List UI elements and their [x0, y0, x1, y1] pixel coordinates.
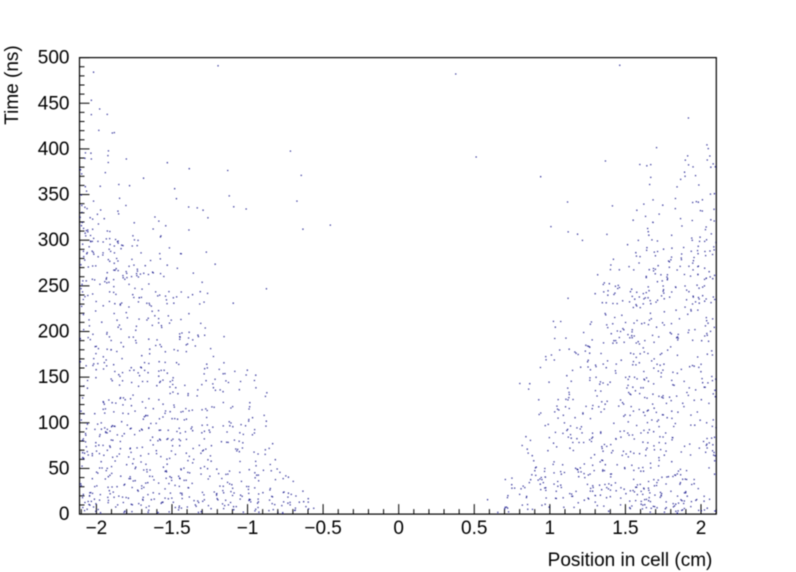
svg-text:350: 350	[38, 185, 70, 206]
svg-text:1: 1	[545, 518, 556, 539]
svg-text:−2: −2	[86, 518, 108, 539]
svg-text:300: 300	[38, 230, 70, 251]
svg-text:0: 0	[59, 504, 70, 525]
svg-text:50: 50	[48, 458, 69, 479]
svg-text:250: 250	[38, 276, 70, 297]
svg-text:150: 150	[38, 367, 70, 388]
svg-text:200: 200	[38, 322, 70, 343]
svg-text:500: 500	[38, 48, 70, 69]
svg-text:Position in cell (cm): Position in cell (cm)	[548, 550, 713, 571]
svg-text:−1: −1	[237, 518, 259, 539]
svg-text:−1.5: −1.5	[153, 518, 191, 539]
svg-text:Time (ns): Time (ns)	[2, 45, 23, 125]
svg-text:2: 2	[696, 518, 707, 539]
svg-text:0: 0	[393, 518, 404, 539]
svg-text:100: 100	[38, 413, 70, 434]
svg-text:400: 400	[38, 139, 70, 160]
svg-text:1.5: 1.5	[612, 518, 638, 539]
svg-text:−0.5: −0.5	[304, 518, 342, 539]
svg-text:0.5: 0.5	[461, 518, 487, 539]
svg-text:450: 450	[38, 93, 70, 114]
